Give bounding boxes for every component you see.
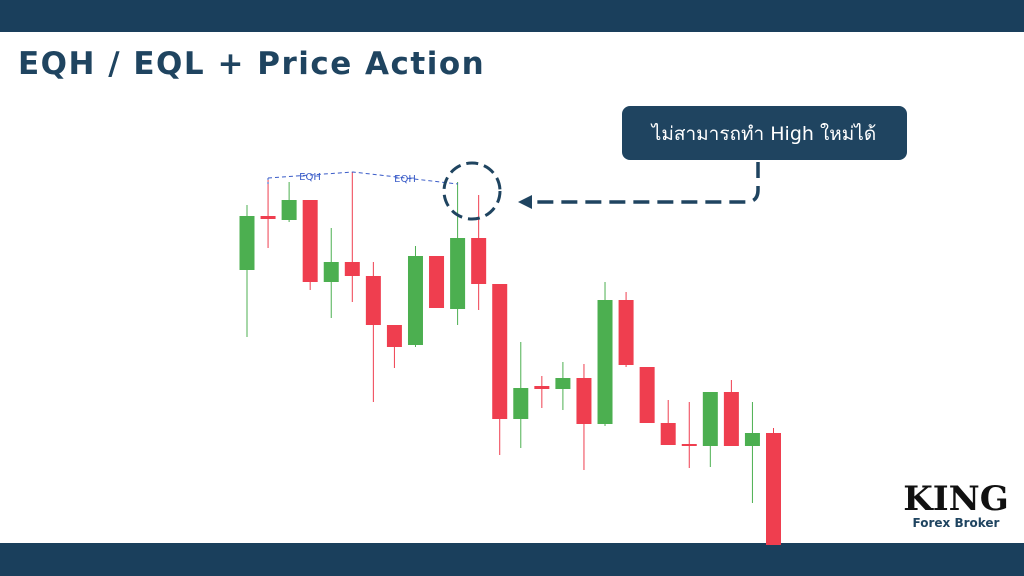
- arrow: [530, 162, 760, 204]
- callout-text: ไม่สามารถทำ High ใหม่ได้: [650, 123, 876, 145]
- body: [597, 300, 613, 424]
- body: [534, 386, 550, 389]
- body: [471, 238, 487, 284]
- body: [239, 216, 255, 270]
- bottom-bar: [0, 543, 1024, 576]
- body: [576, 378, 592, 424]
- body: [386, 325, 402, 347]
- logo-name: KING: [903, 479, 1009, 519]
- body: [681, 444, 697, 446]
- arrow-head: [518, 195, 532, 209]
- body: [429, 256, 445, 308]
- body: [513, 388, 529, 419]
- chart: [239, 172, 781, 545]
- body: [260, 216, 276, 219]
- body: [555, 378, 571, 389]
- body: [723, 392, 739, 446]
- top-bar: [0, 0, 1024, 32]
- body: [344, 262, 360, 276]
- body: [492, 284, 508, 419]
- title: EQH / EQL + Price Action: [18, 46, 485, 82]
- body: [660, 423, 676, 445]
- callout-box: [622, 106, 907, 160]
- body: [450, 238, 466, 309]
- body: [365, 276, 381, 325]
- body: [702, 392, 718, 446]
- body: [618, 300, 634, 365]
- body: [281, 200, 297, 220]
- body: [302, 200, 318, 282]
- body: [766, 433, 781, 545]
- body: [323, 262, 339, 282]
- eqh-label: EQH: [299, 172, 321, 183]
- body: [407, 256, 423, 345]
- eqh-label: EQH: [394, 174, 416, 185]
- body: [639, 367, 655, 423]
- body: [744, 433, 760, 446]
- logo-subtitle: Forex Broker: [913, 516, 1000, 530]
- eqh-line: [267, 171, 459, 185]
- highlight-circle: [442, 161, 502, 221]
